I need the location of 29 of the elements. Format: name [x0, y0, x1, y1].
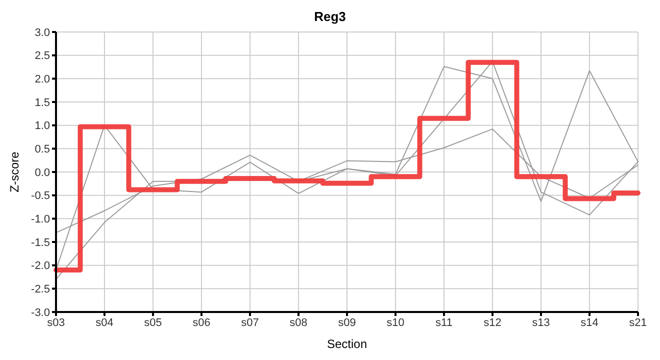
- y-tick-label: -0.5: [31, 190, 50, 202]
- x-tick-label: s10: [386, 316, 404, 329]
- y-tick-label: 1.0: [34, 120, 50, 132]
- x-tick-label: s03: [47, 316, 65, 329]
- y-tick-label: -1.5: [31, 236, 50, 249]
- x-tick-label: s13: [532, 316, 550, 329]
- x-tick-label: s07: [241, 316, 259, 329]
- y-tick-label: -2.0: [31, 260, 50, 272]
- x-tick-label: s04: [96, 316, 114, 329]
- chart-title: Reg3: [313, 8, 347, 26]
- x-tick-label: s05: [144, 316, 162, 329]
- y-tick-label: -2.5: [31, 284, 50, 296]
- x-tick-label: s06: [192, 316, 210, 329]
- x-tick-label: s08: [290, 316, 308, 329]
- y-tick-label: 2.5: [34, 50, 50, 62]
- x-tick-label: s11: [436, 316, 452, 329]
- y-tick-label: 0.0: [34, 166, 50, 179]
- y-tick-label: 2.0: [34, 74, 50, 86]
- y-tick-label: 1.5: [34, 96, 50, 109]
- y-tick-label: 0.5: [34, 144, 50, 156]
- y-tick-label: -1.0: [31, 214, 50, 226]
- x-tick-label: s21: [629, 316, 647, 329]
- x-tick-label: s12: [484, 316, 502, 329]
- x-tick-label: s14: [580, 316, 598, 329]
- x-tick-label: s09: [338, 316, 356, 329]
- y-tick-label: 3.0: [34, 26, 50, 39]
- y-axis-title: Z-score: [7, 151, 22, 192]
- x-axis-title: Section: [326, 337, 368, 351]
- y-tick-label: -3.0: [31, 306, 50, 319]
